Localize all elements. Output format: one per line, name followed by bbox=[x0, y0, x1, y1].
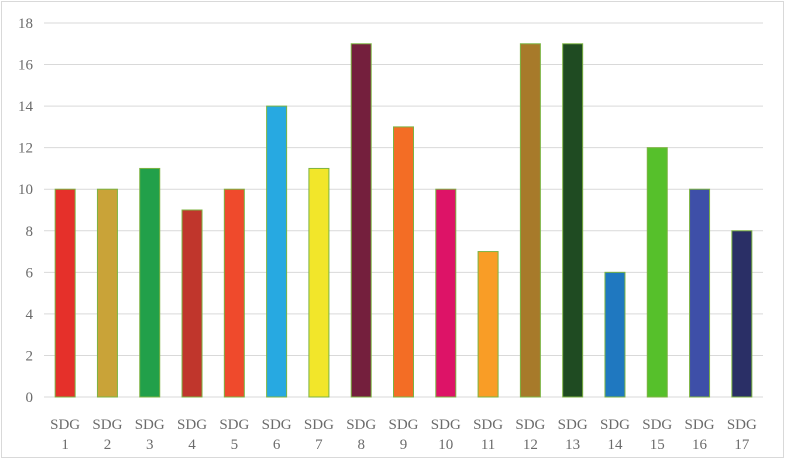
bar-sdg-6 bbox=[266, 105, 288, 398]
x-category-number: 3 bbox=[146, 437, 154, 453]
bar-sdg-9 bbox=[393, 126, 414, 398]
x-category-number: 6 bbox=[273, 437, 281, 453]
x-category-label: SDG bbox=[431, 417, 461, 433]
bar-sdg-12 bbox=[519, 43, 541, 398]
x-category-label: SDG bbox=[135, 417, 165, 433]
gridlines bbox=[44, 22, 763, 398]
x-category-number: 17 bbox=[734, 437, 750, 453]
x-category-number: 2 bbox=[104, 437, 112, 453]
x-category-label: SDG bbox=[600, 417, 630, 433]
x-category-number: 8 bbox=[357, 437, 365, 453]
x-category-number: 16 bbox=[692, 437, 708, 453]
x-category-label: SDG bbox=[92, 417, 122, 433]
bar-sdg-13 bbox=[562, 43, 584, 398]
x-category-label: SDG bbox=[642, 417, 672, 433]
x-category-number: 13 bbox=[565, 437, 580, 453]
y-tick-label: 0 bbox=[26, 390, 34, 406]
x-category-number: 5 bbox=[231, 437, 239, 453]
y-tick-label: 16 bbox=[18, 58, 34, 74]
x-axis-category-labels: SDG 1 SDG 2 SDG 3 SDG 4 SDG 5 SDG 6 SDG 7 SDG 8 SDG 9 SDG 1… bbox=[50, 417, 757, 453]
y-tick-label: 14 bbox=[18, 99, 34, 115]
bar-sdg-7 bbox=[308, 167, 330, 398]
x-category-label: SDG bbox=[727, 417, 757, 433]
x-category-number: 7 bbox=[315, 437, 323, 453]
bar-sdg-10 bbox=[435, 188, 457, 398]
x-category-number: 11 bbox=[481, 437, 495, 453]
x-category-label: SDG bbox=[219, 417, 249, 433]
bar-sdg-4 bbox=[181, 209, 203, 398]
y-tick-label: 4 bbox=[26, 307, 34, 323]
y-tick-label: 8 bbox=[26, 224, 34, 240]
bar-sdg-11 bbox=[477, 251, 499, 398]
y-tick-label: 10 bbox=[18, 182, 33, 198]
x-category-number: 10 bbox=[438, 437, 453, 453]
y-tick-label: 18 bbox=[18, 16, 33, 32]
x-category-label: SDG bbox=[177, 417, 207, 433]
bar-sdg-5 bbox=[223, 188, 245, 398]
bar-sdg-17 bbox=[731, 230, 753, 398]
bar-sdg-1 bbox=[54, 188, 76, 398]
x-category-number: 12 bbox=[523, 437, 538, 453]
y-axis-tick-labels: 0 2 4 6 8 10 12 14 16 18 bbox=[18, 16, 34, 406]
x-category-number: 1 bbox=[61, 437, 69, 453]
x-category-label: SDG bbox=[515, 417, 545, 433]
x-category-number: 9 bbox=[400, 437, 408, 453]
y-tick-label: 2 bbox=[26, 348, 34, 364]
x-category-label: SDG bbox=[262, 417, 292, 433]
x-category-label: SDG bbox=[473, 417, 503, 433]
bar-sdg-15 bbox=[646, 147, 668, 398]
y-tick-label: 6 bbox=[26, 265, 34, 281]
bar-sdg-8 bbox=[350, 43, 372, 398]
x-category-label: SDG bbox=[388, 417, 418, 433]
x-category-label: SDG bbox=[685, 417, 715, 433]
x-category-number: 4 bbox=[188, 437, 196, 453]
x-category-label: SDG bbox=[50, 417, 80, 433]
bar-sdg-14 bbox=[604, 271, 626, 398]
bar-sdg-2 bbox=[96, 188, 118, 398]
x-category-label: SDG bbox=[558, 417, 588, 433]
bar-sdg-3 bbox=[139, 167, 161, 398]
bars bbox=[54, 43, 753, 398]
x-category-number: 14 bbox=[607, 437, 623, 453]
x-category-number: 15 bbox=[650, 437, 665, 453]
bar-sdg-16 bbox=[689, 188, 711, 398]
x-category-label: SDG bbox=[304, 417, 334, 433]
y-tick-label: 12 bbox=[18, 141, 33, 157]
x-category-label: SDG bbox=[346, 417, 376, 433]
